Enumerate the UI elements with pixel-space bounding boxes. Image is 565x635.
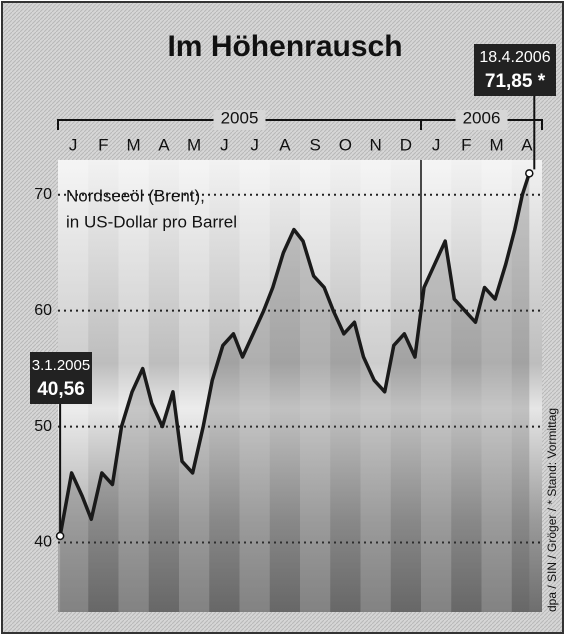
x-tick-label: J [220,135,229,154]
note: in US-Dollar pro Barrel [66,212,237,231]
source: dpa / SIN / Gröger / * Stand: Vormittag [545,408,559,612]
year-label: 2006 [463,108,501,127]
x-tick-label: M [127,135,141,154]
end-label: 18.4.2006 [479,49,550,66]
x-tick-label: J [432,135,441,154]
chart: Im Höhenrausch JFMAMJJASONDJFMA200520064… [0,0,565,635]
x-tick-label: A [279,135,291,154]
x-tick-label: N [369,135,381,154]
end-label: 71,85 * [485,71,546,92]
start-label: 40,56 [37,379,85,400]
x-tick-label: A [158,135,170,154]
year-label: 2005 [221,108,259,127]
x-tick-label: A [521,135,533,154]
x-tick-label: F [98,135,108,154]
y-tick-label: 40 [34,534,52,551]
note: Nordseeöl (Brent), [66,186,205,205]
end-point [57,532,64,539]
start-label: 3.1.2005 [32,357,90,374]
x-tick-label: D [400,135,412,154]
x-tick-label: O [339,135,352,154]
chart-title: Im Höhenrausch [167,30,402,63]
x-tick-label: S [309,135,320,154]
x-tick-label: M [187,135,201,154]
x-tick-label: F [461,135,471,154]
y-tick-label: 50 [34,418,52,435]
x-tick-label: M [490,135,504,154]
y-tick-label: 60 [34,302,52,319]
end-point [526,170,533,177]
x-tick-label: J [250,135,259,154]
y-tick-label: 70 [34,186,52,203]
x-tick-label: J [69,135,78,154]
